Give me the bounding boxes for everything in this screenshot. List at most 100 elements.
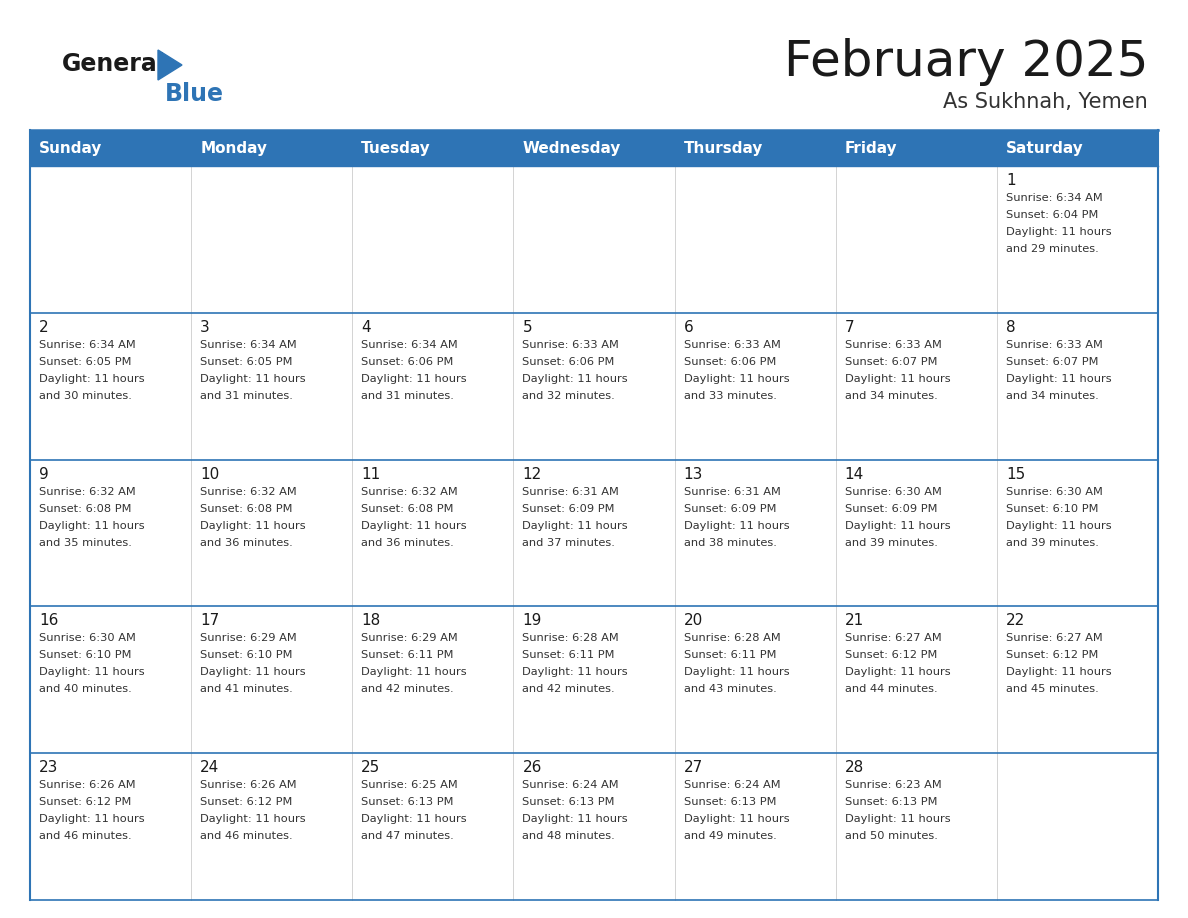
Text: and 40 minutes.: and 40 minutes. [39,685,132,694]
Text: Sunset: 6:04 PM: Sunset: 6:04 PM [1006,210,1098,220]
Text: Sunset: 6:08 PM: Sunset: 6:08 PM [39,504,132,513]
Text: Sunset: 6:07 PM: Sunset: 6:07 PM [1006,357,1099,367]
Text: Sunrise: 6:34 AM: Sunrise: 6:34 AM [39,340,135,350]
Text: Sunset: 6:09 PM: Sunset: 6:09 PM [523,504,615,513]
Text: and 35 minutes.: and 35 minutes. [39,538,132,548]
Text: 22: 22 [1006,613,1025,629]
Text: Daylight: 11 hours: Daylight: 11 hours [1006,521,1112,531]
Text: Sunset: 6:11 PM: Sunset: 6:11 PM [683,650,776,660]
Text: Sunset: 6:12 PM: Sunset: 6:12 PM [39,797,132,807]
Text: Sunrise: 6:26 AM: Sunrise: 6:26 AM [39,780,135,790]
Text: Sunset: 6:06 PM: Sunset: 6:06 PM [683,357,776,367]
Text: Sunrise: 6:30 AM: Sunrise: 6:30 AM [39,633,135,644]
Text: and 49 minutes.: and 49 minutes. [683,831,776,841]
Text: and 41 minutes.: and 41 minutes. [200,685,293,694]
Text: Daylight: 11 hours: Daylight: 11 hours [683,374,789,384]
Text: and 34 minutes.: and 34 minutes. [1006,391,1099,401]
Text: 28: 28 [845,760,864,775]
Text: and 47 minutes.: and 47 minutes. [361,831,454,841]
Text: Sunrise: 6:29 AM: Sunrise: 6:29 AM [200,633,297,644]
Text: Sunrise: 6:31 AM: Sunrise: 6:31 AM [683,487,781,497]
Text: 1: 1 [1006,173,1016,188]
Text: 13: 13 [683,466,703,482]
Text: 6: 6 [683,319,694,335]
Bar [353,130,513,166]
Text: 11: 11 [361,466,380,482]
Text: Daylight: 11 hours: Daylight: 11 hours [361,667,467,677]
Text: Sunrise: 6:29 AM: Sunrise: 6:29 AM [361,633,459,644]
Text: and 45 minutes.: and 45 minutes. [1006,685,1099,694]
Text: 21: 21 [845,613,864,629]
Text: 7: 7 [845,319,854,335]
Text: Daylight: 11 hours: Daylight: 11 hours [200,814,305,824]
Text: Sunrise: 6:30 AM: Sunrise: 6:30 AM [845,487,942,497]
Text: Sunrise: 6:26 AM: Sunrise: 6:26 AM [200,780,297,790]
Text: and 31 minutes.: and 31 minutes. [200,391,293,401]
Text: and 42 minutes.: and 42 minutes. [361,685,454,694]
Text: Sunrise: 6:31 AM: Sunrise: 6:31 AM [523,487,619,497]
Text: Sunrise: 6:34 AM: Sunrise: 6:34 AM [1006,193,1102,203]
Text: and 38 minutes.: and 38 minutes. [683,538,777,548]
Text: 18: 18 [361,613,380,629]
Text: Tuesday: Tuesday [361,140,431,155]
Text: Sunset: 6:13 PM: Sunset: 6:13 PM [361,797,454,807]
Text: Sunset: 6:07 PM: Sunset: 6:07 PM [845,357,937,367]
Text: Sunset: 6:06 PM: Sunset: 6:06 PM [361,357,454,367]
Text: Sunset: 6:13 PM: Sunset: 6:13 PM [845,797,937,807]
Text: 10: 10 [200,466,220,482]
Text: Sunset: 6:09 PM: Sunset: 6:09 PM [683,504,776,513]
Text: 5: 5 [523,319,532,335]
Text: Sunset: 6:10 PM: Sunset: 6:10 PM [1006,504,1099,513]
Text: Sunset: 6:12 PM: Sunset: 6:12 PM [1006,650,1098,660]
Text: Thursday: Thursday [683,140,763,155]
Text: and 39 minutes.: and 39 minutes. [1006,538,1099,548]
Text: and 50 minutes.: and 50 minutes. [845,831,937,841]
Bar [30,130,191,166]
Text: Sunset: 6:05 PM: Sunset: 6:05 PM [39,357,132,367]
Text: Sunrise: 6:30 AM: Sunrise: 6:30 AM [1006,487,1102,497]
Text: Sunrise: 6:27 AM: Sunrise: 6:27 AM [1006,633,1102,644]
Text: Daylight: 11 hours: Daylight: 11 hours [523,521,628,531]
Text: and 31 minutes.: and 31 minutes. [361,391,454,401]
Text: 23: 23 [39,760,58,775]
Text: Sunset: 6:11 PM: Sunset: 6:11 PM [361,650,454,660]
Text: and 29 minutes.: and 29 minutes. [1006,244,1099,254]
Text: 26: 26 [523,760,542,775]
Text: February 2025: February 2025 [784,38,1148,86]
Text: 14: 14 [845,466,864,482]
Text: Sunrise: 6:24 AM: Sunrise: 6:24 AM [523,780,619,790]
Text: and 39 minutes.: and 39 minutes. [845,538,937,548]
Text: Daylight: 11 hours: Daylight: 11 hours [361,374,467,384]
Text: Sunrise: 6:23 AM: Sunrise: 6:23 AM [845,780,941,790]
Text: Daylight: 11 hours: Daylight: 11 hours [39,667,145,677]
Text: Sunrise: 6:34 AM: Sunrise: 6:34 AM [361,340,459,350]
Text: Sunrise: 6:32 AM: Sunrise: 6:32 AM [361,487,459,497]
Text: Sunrise: 6:32 AM: Sunrise: 6:32 AM [39,487,135,497]
Bar [191,130,353,166]
Text: and 43 minutes.: and 43 minutes. [683,685,776,694]
Text: 3: 3 [200,319,210,335]
Text: and 46 minutes.: and 46 minutes. [39,831,132,841]
Text: Wednesday: Wednesday [523,140,621,155]
Text: Daylight: 11 hours: Daylight: 11 hours [1006,374,1112,384]
Text: Sunrise: 6:33 AM: Sunrise: 6:33 AM [1006,340,1102,350]
Text: Daylight: 11 hours: Daylight: 11 hours [361,814,467,824]
Text: As Sukhnah, Yemen: As Sukhnah, Yemen [943,92,1148,112]
Bar [835,130,997,166]
Text: and 33 minutes.: and 33 minutes. [683,391,777,401]
Text: Daylight: 11 hours: Daylight: 11 hours [39,521,145,531]
Bar [30,607,1158,753]
Text: 9: 9 [39,466,49,482]
Text: Daylight: 11 hours: Daylight: 11 hours [1006,227,1112,237]
Text: 17: 17 [200,613,220,629]
Text: Sunset: 6:12 PM: Sunset: 6:12 PM [845,650,937,660]
Text: and 30 minutes.: and 30 minutes. [39,391,132,401]
Text: 27: 27 [683,760,703,775]
Text: Sunday: Sunday [39,140,102,155]
Text: Daylight: 11 hours: Daylight: 11 hours [200,667,305,677]
Text: Daylight: 11 hours: Daylight: 11 hours [683,521,789,531]
Text: and 44 minutes.: and 44 minutes. [845,685,937,694]
Bar [513,130,675,166]
Text: 8: 8 [1006,319,1016,335]
Text: and 48 minutes.: and 48 minutes. [523,831,615,841]
